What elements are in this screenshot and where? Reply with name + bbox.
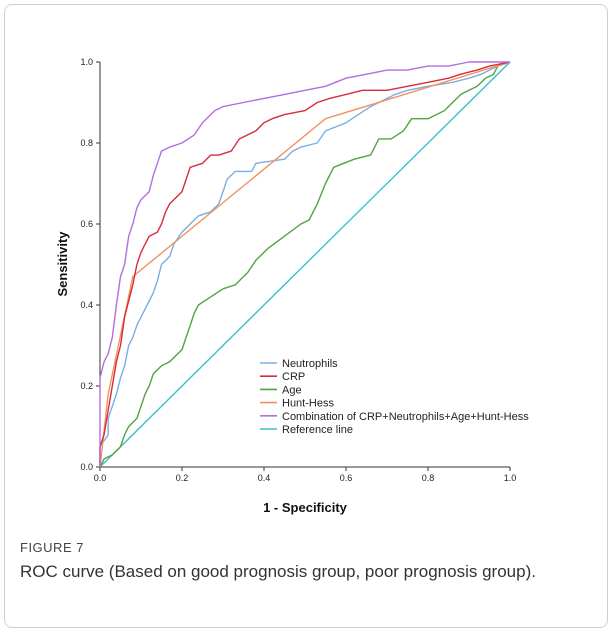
series-line-combination-of-crp-neutrophils-age-hunt-hess [99, 61, 510, 467]
figure-caption: ROC curve (Based on good prognosis group… [20, 562, 536, 581]
figure-frame [4, 4, 608, 628]
legend-entry: Reference line [282, 424, 353, 436]
roc-chart: 0.0 0.2 0.4 0.6 0.8 1.0 0.0 0.2 0.4 0.6 0.8 1.0 Neu… [55, 57, 529, 515]
x-tick-label: 0.6 [340, 473, 353, 483]
x-tick-label: 0.2 [176, 473, 189, 483]
legend-entry: Combination of CRP+Neutrophils+Age+Hunt-… [282, 411, 529, 423]
chart-series [99, 61, 511, 468]
series-line-age [99, 61, 511, 468]
x-tick-label: 0.8 [422, 473, 435, 483]
series-line-crp [99, 61, 511, 467]
x-tick-label: 0.0 [94, 473, 107, 483]
y-tick-label: 1.0 [80, 57, 93, 67]
y-tick-label: 0.2 [80, 381, 93, 391]
y-tick-label: 0.0 [80, 462, 93, 472]
series-line-reference-line [99, 61, 511, 468]
legend-entry: Age [282, 384, 302, 396]
x-tick-label: 1.0 [504, 473, 517, 483]
x-axis-label: 1 - Specificity [263, 500, 348, 515]
y-tick-label: 0.4 [80, 300, 93, 310]
figure-caption-block: FIGURE 7 ROC curve (Based on good progno… [20, 540, 600, 584]
y-tick-label: 0.6 [80, 219, 93, 229]
y-tick-label: 0.8 [80, 138, 93, 148]
legend-entry: Hunt-Hess [282, 398, 334, 410]
legend-entry: CRP [282, 371, 305, 383]
series-line-neutrophils [99, 61, 511, 467]
y-axis-label: Sensitivity [55, 231, 70, 297]
series-line-hunt-hess [99, 61, 511, 468]
legend-entry: Neutrophils [282, 358, 338, 370]
x-tick-label: 0.4 [258, 473, 271, 483]
figure-label: FIGURE 7 [20, 540, 84, 555]
